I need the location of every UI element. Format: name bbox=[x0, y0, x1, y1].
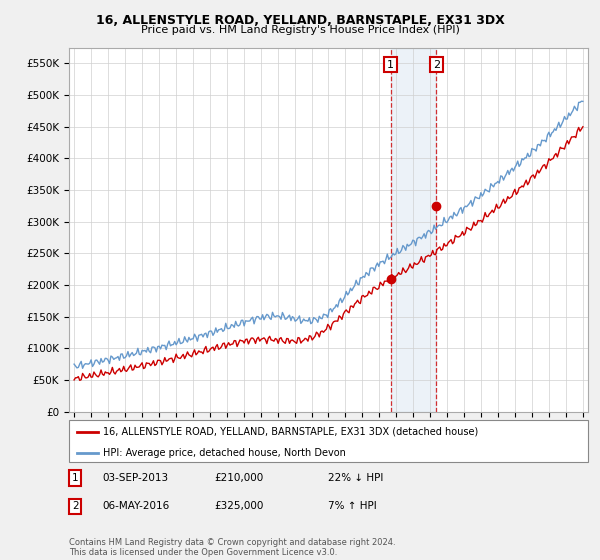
Text: £210,000: £210,000 bbox=[214, 473, 263, 483]
Text: Contains HM Land Registry data © Crown copyright and database right 2024.
This d: Contains HM Land Registry data © Crown c… bbox=[69, 538, 395, 557]
Text: 2: 2 bbox=[433, 60, 440, 69]
Text: 22% ↓ HPI: 22% ↓ HPI bbox=[329, 473, 384, 483]
Text: 16, ALLENSTYLE ROAD, YELLAND, BARNSTAPLE, EX31 3DX (detached house): 16, ALLENSTYLE ROAD, YELLAND, BARNSTAPLE… bbox=[103, 427, 478, 437]
Text: 16, ALLENSTYLE ROAD, YELLAND, BARNSTAPLE, EX31 3DX: 16, ALLENSTYLE ROAD, YELLAND, BARNSTAPLE… bbox=[95, 14, 505, 27]
Text: HPI: Average price, detached house, North Devon: HPI: Average price, detached house, Nort… bbox=[103, 448, 346, 458]
Text: Price paid vs. HM Land Registry's House Price Index (HPI): Price paid vs. HM Land Registry's House … bbox=[140, 25, 460, 35]
Text: 06-MAY-2016: 06-MAY-2016 bbox=[103, 501, 170, 511]
Text: £325,000: £325,000 bbox=[214, 501, 263, 511]
Text: 03-SEP-2013: 03-SEP-2013 bbox=[103, 473, 169, 483]
Text: 1: 1 bbox=[72, 473, 79, 483]
Text: 1: 1 bbox=[387, 60, 394, 69]
Text: 2: 2 bbox=[72, 501, 79, 511]
FancyBboxPatch shape bbox=[69, 420, 588, 462]
Bar bbox=[391, 48, 436, 412]
Text: 7% ↑ HPI: 7% ↑ HPI bbox=[329, 501, 377, 511]
